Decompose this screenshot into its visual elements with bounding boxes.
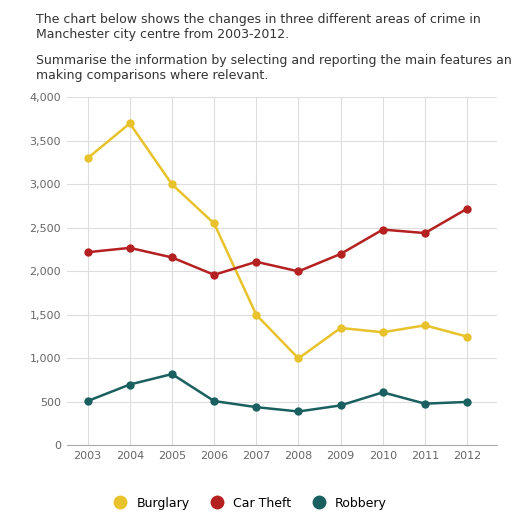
Text: making comparisons where relevant.: making comparisons where relevant. bbox=[36, 69, 268, 82]
Text: The chart below shows the changes in three different areas of crime in: The chart below shows the changes in thr… bbox=[36, 13, 481, 26]
Text: Summarise the information by selecting and reporting the main features and: Summarise the information by selecting a… bbox=[36, 54, 512, 67]
Text: Manchester city centre from 2003-2012.: Manchester city centre from 2003-2012. bbox=[36, 28, 289, 41]
Legend: Burglary, Car Theft, Robbery: Burglary, Car Theft, Robbery bbox=[102, 492, 392, 512]
